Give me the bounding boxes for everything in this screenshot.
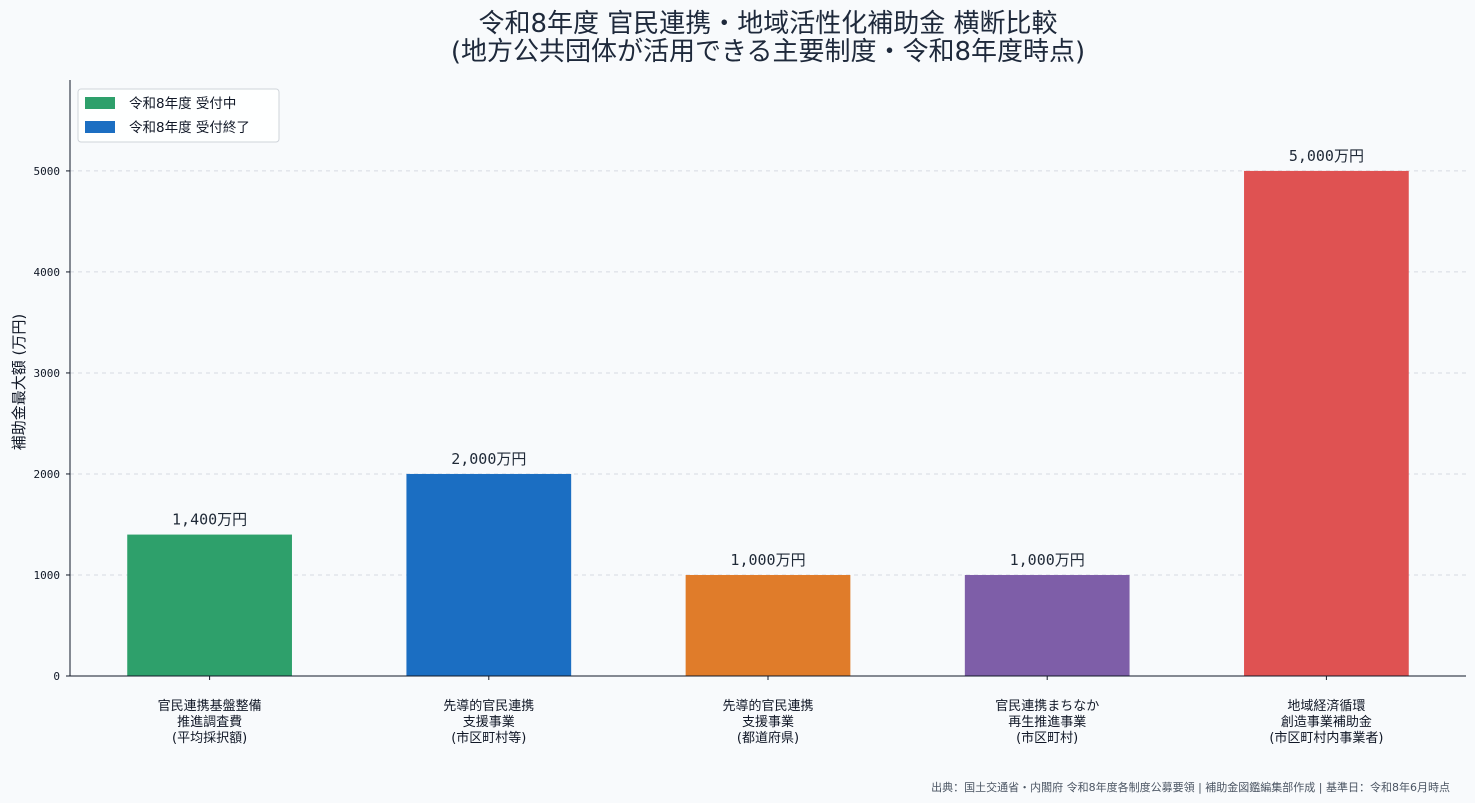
y-tick-label: 4000 xyxy=(34,266,61,279)
x-category-label: 官民連携まちなか xyxy=(995,698,1099,714)
legend-label-open: 令和8年度 受付中 xyxy=(129,96,236,112)
y-ticks: 0 1000 2000 3000 4000 5000 xyxy=(34,165,70,683)
x-category-label: 支援事業 xyxy=(742,714,794,730)
legend-swatch-open xyxy=(85,97,115,109)
y-tick-label: 0 xyxy=(53,670,60,683)
x-category-label: 創造事業補助金 xyxy=(1281,714,1372,730)
bar-value-label: 5,000万円 xyxy=(1289,147,1364,165)
x-category-label: (平均採択額) xyxy=(172,731,247,746)
y-axis-label: 補助金最大額 (万円) xyxy=(10,314,28,450)
bar-value-label: 1,000万円 xyxy=(1010,551,1085,569)
x-category-label: 再生推進事業 xyxy=(1008,714,1086,730)
y-tick-label: 5000 xyxy=(34,165,61,178)
bar xyxy=(127,534,292,676)
grid-lines xyxy=(70,170,1466,576)
x-category-label: 先導的官民連携 xyxy=(443,698,534,714)
bar xyxy=(685,574,851,676)
x-category-label: 支援事業 xyxy=(463,714,515,730)
x-category-label: (市区町村内事業者) xyxy=(1269,730,1383,746)
legend-swatch-closed xyxy=(85,121,115,133)
bars-group: 1,400万円 2,000万円 1,000万円 1,000万円 5,000万円 xyxy=(127,147,1409,676)
y-tick-label: 3000 xyxy=(34,367,61,380)
source-footer: 出典：国土交通省・内閣府 令和8年度各制度公募要領 | 補助金図鑑編集部作成 |… xyxy=(931,780,1450,794)
legend: 令和8年度 受付中 令和8年度 受付終了 xyxy=(77,88,280,143)
bar-value-label: 2,000万円 xyxy=(451,450,526,468)
legend-box xyxy=(77,88,280,143)
y-tick-label: 1000 xyxy=(34,569,61,582)
x-category-label: (市区町村) xyxy=(1016,730,1078,746)
chart-title-line1: 令和8年度 官民連携・地域活性化補助金 横断比較 xyxy=(478,9,1057,39)
x-category-label: (市区町村等) xyxy=(451,730,526,746)
x-category-label: 先導的官民連携 xyxy=(722,698,813,714)
x-category-label: 地域経済循環 xyxy=(1287,698,1365,714)
chart-title-line2: (地方公共団体が活用できる主要制度・令和8年度時点) xyxy=(451,37,1085,67)
x-category-labels: 官民連携基盤整備推進調査費(平均採択額)先導的官民連携支援事業(市区町村等)先導… xyxy=(158,676,1383,746)
bar-value-label: 1,400万円 xyxy=(172,511,247,529)
x-category-label: 官民連携基盤整備 xyxy=(158,698,262,714)
bar xyxy=(1244,170,1409,676)
bar xyxy=(406,473,572,676)
x-category-label: (都道府県) xyxy=(737,731,799,746)
legend-label-closed: 令和8年度 受付終了 xyxy=(129,120,250,136)
x-category-label: 推進調査費 xyxy=(177,715,242,730)
bar-value-label: 1,000万円 xyxy=(730,551,805,569)
bar xyxy=(964,574,1130,676)
y-tick-label: 2000 xyxy=(34,468,61,481)
